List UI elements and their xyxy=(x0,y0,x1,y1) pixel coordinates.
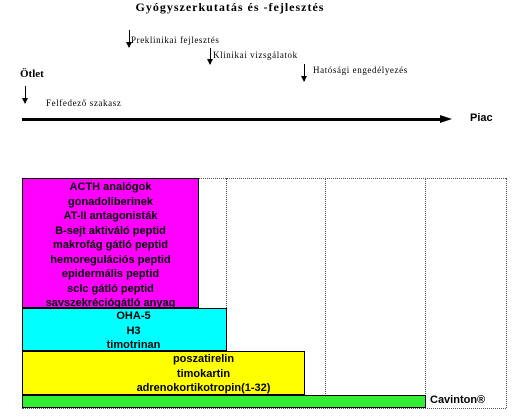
discovery-item: hemoregulációs peptid xyxy=(50,253,171,266)
market-label: Piac xyxy=(470,112,493,124)
preclinical-arrow-icon xyxy=(126,30,132,48)
clinical-stage-block: poszatirelin timokartin adrenokortikotro… xyxy=(22,351,305,395)
discovery-item: sclc gátló peptid xyxy=(67,282,154,295)
preclinical-item: H3 xyxy=(126,324,141,337)
idea-arrow-icon xyxy=(22,86,28,104)
discovery-item: AT-II antagonisták xyxy=(63,210,158,222)
clinical-arrow-icon xyxy=(207,48,213,65)
grid-line-v4 xyxy=(425,178,426,408)
discovery-item: savszekréciógátló anyag xyxy=(45,297,176,309)
grid-line-v3 xyxy=(325,178,326,408)
market-stage-bar xyxy=(22,395,426,408)
discovery-stage-block: ACTH analógok gonadoliberinek AT-II anta… xyxy=(22,178,199,309)
clinical-item: adrenokortikotropin(1-32) xyxy=(136,382,271,394)
market-product-label: Cavinton® xyxy=(430,394,486,406)
discovery-item: gonadoliberinek xyxy=(68,195,153,208)
clinical-item: poszatirelin xyxy=(172,353,235,365)
preclinical-label: Preklinikai fejlesztés xyxy=(131,35,220,45)
clinical-item: timokartin xyxy=(176,367,231,380)
timeline-line xyxy=(22,118,442,121)
discovery-item: B-sejt aktiváló peptid xyxy=(55,224,166,237)
discovery-label: Felfedező szakasz xyxy=(46,98,122,108)
timeline-arrowhead-icon xyxy=(440,115,452,123)
regulatory-label: Hatósági engedélyezés xyxy=(313,65,408,75)
preclinical-stage-block: OHA-5 H3 timotrinan xyxy=(22,308,227,351)
regulatory-arrow-icon xyxy=(301,64,307,82)
grid-line-v2 xyxy=(226,178,227,408)
grid-line-top xyxy=(22,178,506,179)
clinical-label: Klinikai vizsgálatok xyxy=(213,50,298,60)
diagram-title: Gyógyszerkutatás és -fejlesztés xyxy=(135,0,325,14)
discovery-item: makrofág gátló peptid xyxy=(53,239,168,251)
discovery-item: epidermális peptid xyxy=(61,268,160,280)
grid-line-bottom xyxy=(22,408,506,409)
discovery-item: ACTH analógok xyxy=(69,181,152,193)
idea-label: Ötlet xyxy=(20,68,44,80)
preclinical-item: OHA-5 xyxy=(116,310,151,322)
grid-line-right xyxy=(506,178,507,408)
preclinical-item: timotrinan xyxy=(106,339,161,351)
